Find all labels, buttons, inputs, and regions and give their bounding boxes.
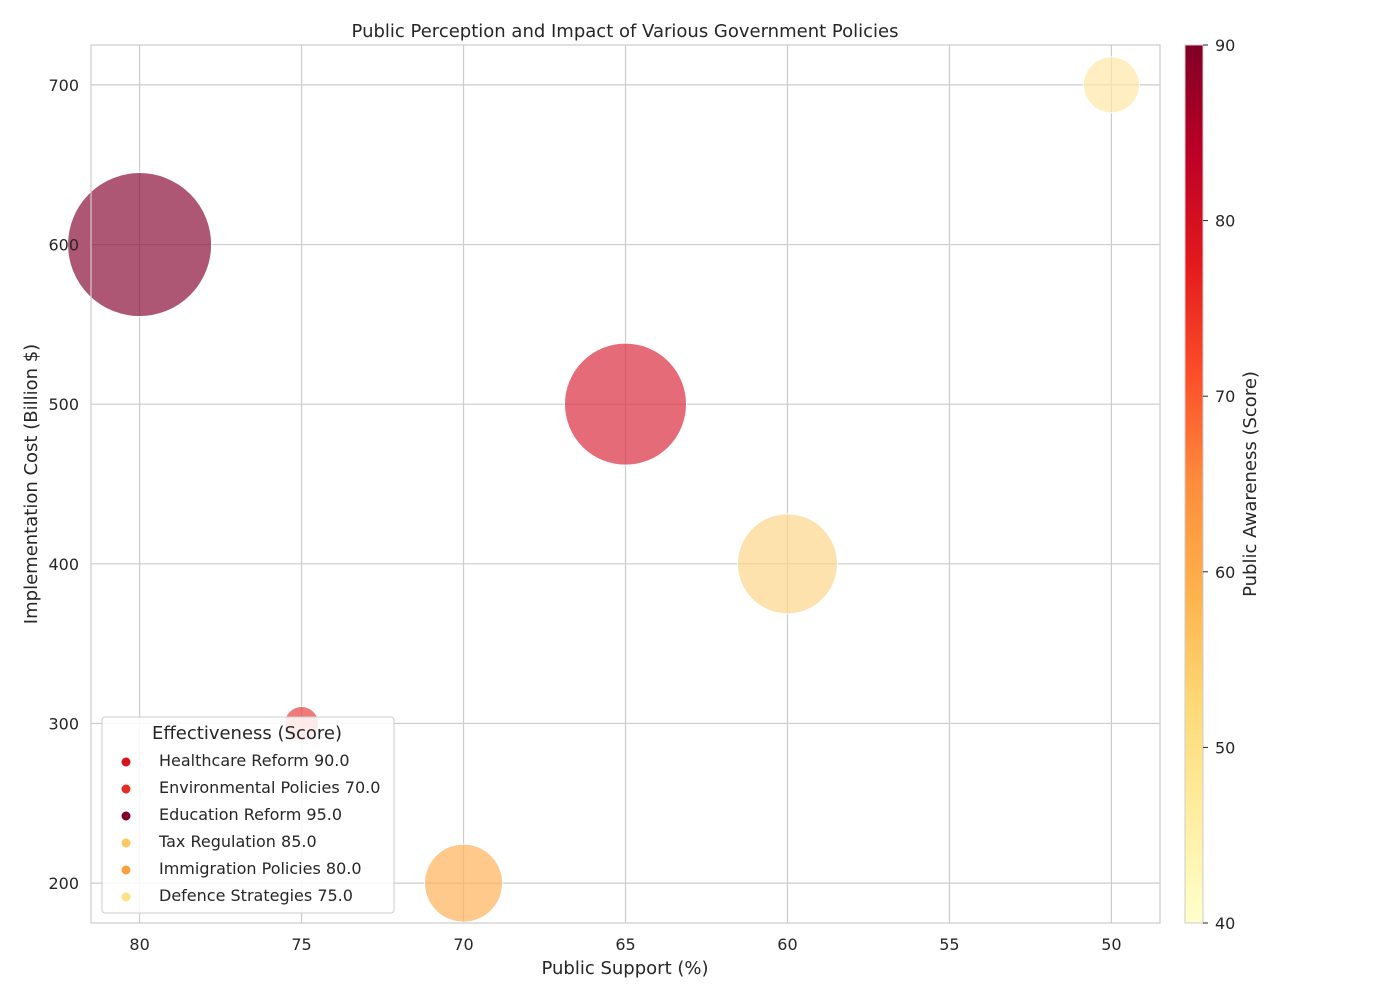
y-axis-title: Implementation Cost (Billion $) [21,344,42,624]
legend: Effectiveness (Score) Healthcare Reform … [101,716,395,914]
colorbar-tick-label: 70 [1215,387,1235,406]
legend-marker [121,892,131,902]
colorbar: 40 50 60 70 80 90 Public Awareness (Score) [1184,36,1261,933]
x-tick-label: 80 [129,935,149,954]
legend-item: Defence Strategies 75.0 [121,886,353,905]
legend-label: Defence Strategies 75.0 [159,886,353,905]
bubble-education-reform [67,172,213,318]
y-tick-label: 400 [48,555,79,574]
legend-item: Tax Regulation 85.0 [121,832,317,851]
colorbar-gradient [1184,44,1204,924]
chart-title: Public Perception and Impact of Various … [352,21,899,42]
legend-title: Effectiveness (Score) [152,723,342,744]
x-tick-label: 75 [291,935,311,954]
bubble-tax-regulation [736,513,838,615]
bubble-immigration-policies [424,843,504,923]
legend-series-name: Tax Regulation [158,832,276,851]
x-axis-title: Public Support (%) [541,958,708,979]
legend-label: Education Reform 95.0 [159,805,342,824]
colorbar-tick-label: 80 [1215,212,1235,231]
legend-series-name: Immigration Policies [159,859,321,878]
legend-marker [121,784,131,794]
y-tick-label: 500 [48,395,79,414]
legend-effectiveness-value: 80.0 [326,859,362,878]
legend-label: Immigration Policies 80.0 [159,859,362,878]
grid [91,45,1160,923]
x-tick-label: 65 [615,935,635,954]
legend-effectiveness-value: 90.0 [314,751,350,770]
legend-marker [121,811,131,821]
x-tick-label: 50 [1101,935,1121,954]
x-tick-label: 55 [939,935,959,954]
legend-item: Immigration Policies 80.0 [121,859,362,878]
bubbles [67,56,1140,923]
colorbar-tick-label: 50 [1215,738,1235,757]
y-tick-label: 300 [48,714,79,733]
colorbar-tick-label: 90 [1215,36,1235,55]
colorbar-tick-label: 40 [1215,914,1235,933]
legend-item: Environmental Policies 70.0 [121,778,380,797]
legend-effectiveness-value: 95.0 [306,805,342,824]
bubble-defence-strategies [1082,56,1140,114]
legend-marker [121,838,131,848]
legend-effectiveness-value: 85.0 [281,832,317,851]
y-tick-label: 200 [48,874,79,893]
legend-effectiveness-value: 70.0 [345,778,381,797]
plot-area-frame [90,44,1161,924]
legend-box [101,716,395,914]
y-axis-ticks: 200 300 400 500 600 700 [48,76,79,893]
legend-items: Healthcare Reform 90.0 Environmental Poli… [121,751,380,905]
legend-series-name: Environmental Policies [159,778,340,797]
bubble-healthcare-reform [564,342,687,466]
y-tick-label: 600 [48,236,79,255]
legend-series-name: Defence Strategies [159,886,312,905]
legend-series-name: Healthcare Reform [159,751,309,770]
legend-label: Environmental Policies 70.0 [159,778,380,797]
legend-series-name: Education Reform [159,805,301,824]
y-tick-label: 700 [48,76,79,95]
colorbar-ticks: 40 50 60 70 80 90 [1203,36,1235,933]
legend-marker [121,865,131,875]
x-tick-label: 60 [777,935,797,954]
legend-effectiveness-value: 75.0 [317,886,353,905]
legend-marker [121,757,131,767]
x-tick-label: 70 [453,935,473,954]
legend-item: Education Reform 95.0 [121,805,342,824]
x-axis-ticks: 80 75 70 65 60 55 50 [129,935,1121,954]
legend-label: Tax Regulation 85.0 [158,832,317,851]
colorbar-label: Public Awareness (Score) [1240,371,1261,597]
colorbar-tick-label: 60 [1215,563,1235,582]
legend-item: Healthcare Reform 90.0 [121,751,350,770]
legend-label: Healthcare Reform 90.0 [159,751,350,770]
